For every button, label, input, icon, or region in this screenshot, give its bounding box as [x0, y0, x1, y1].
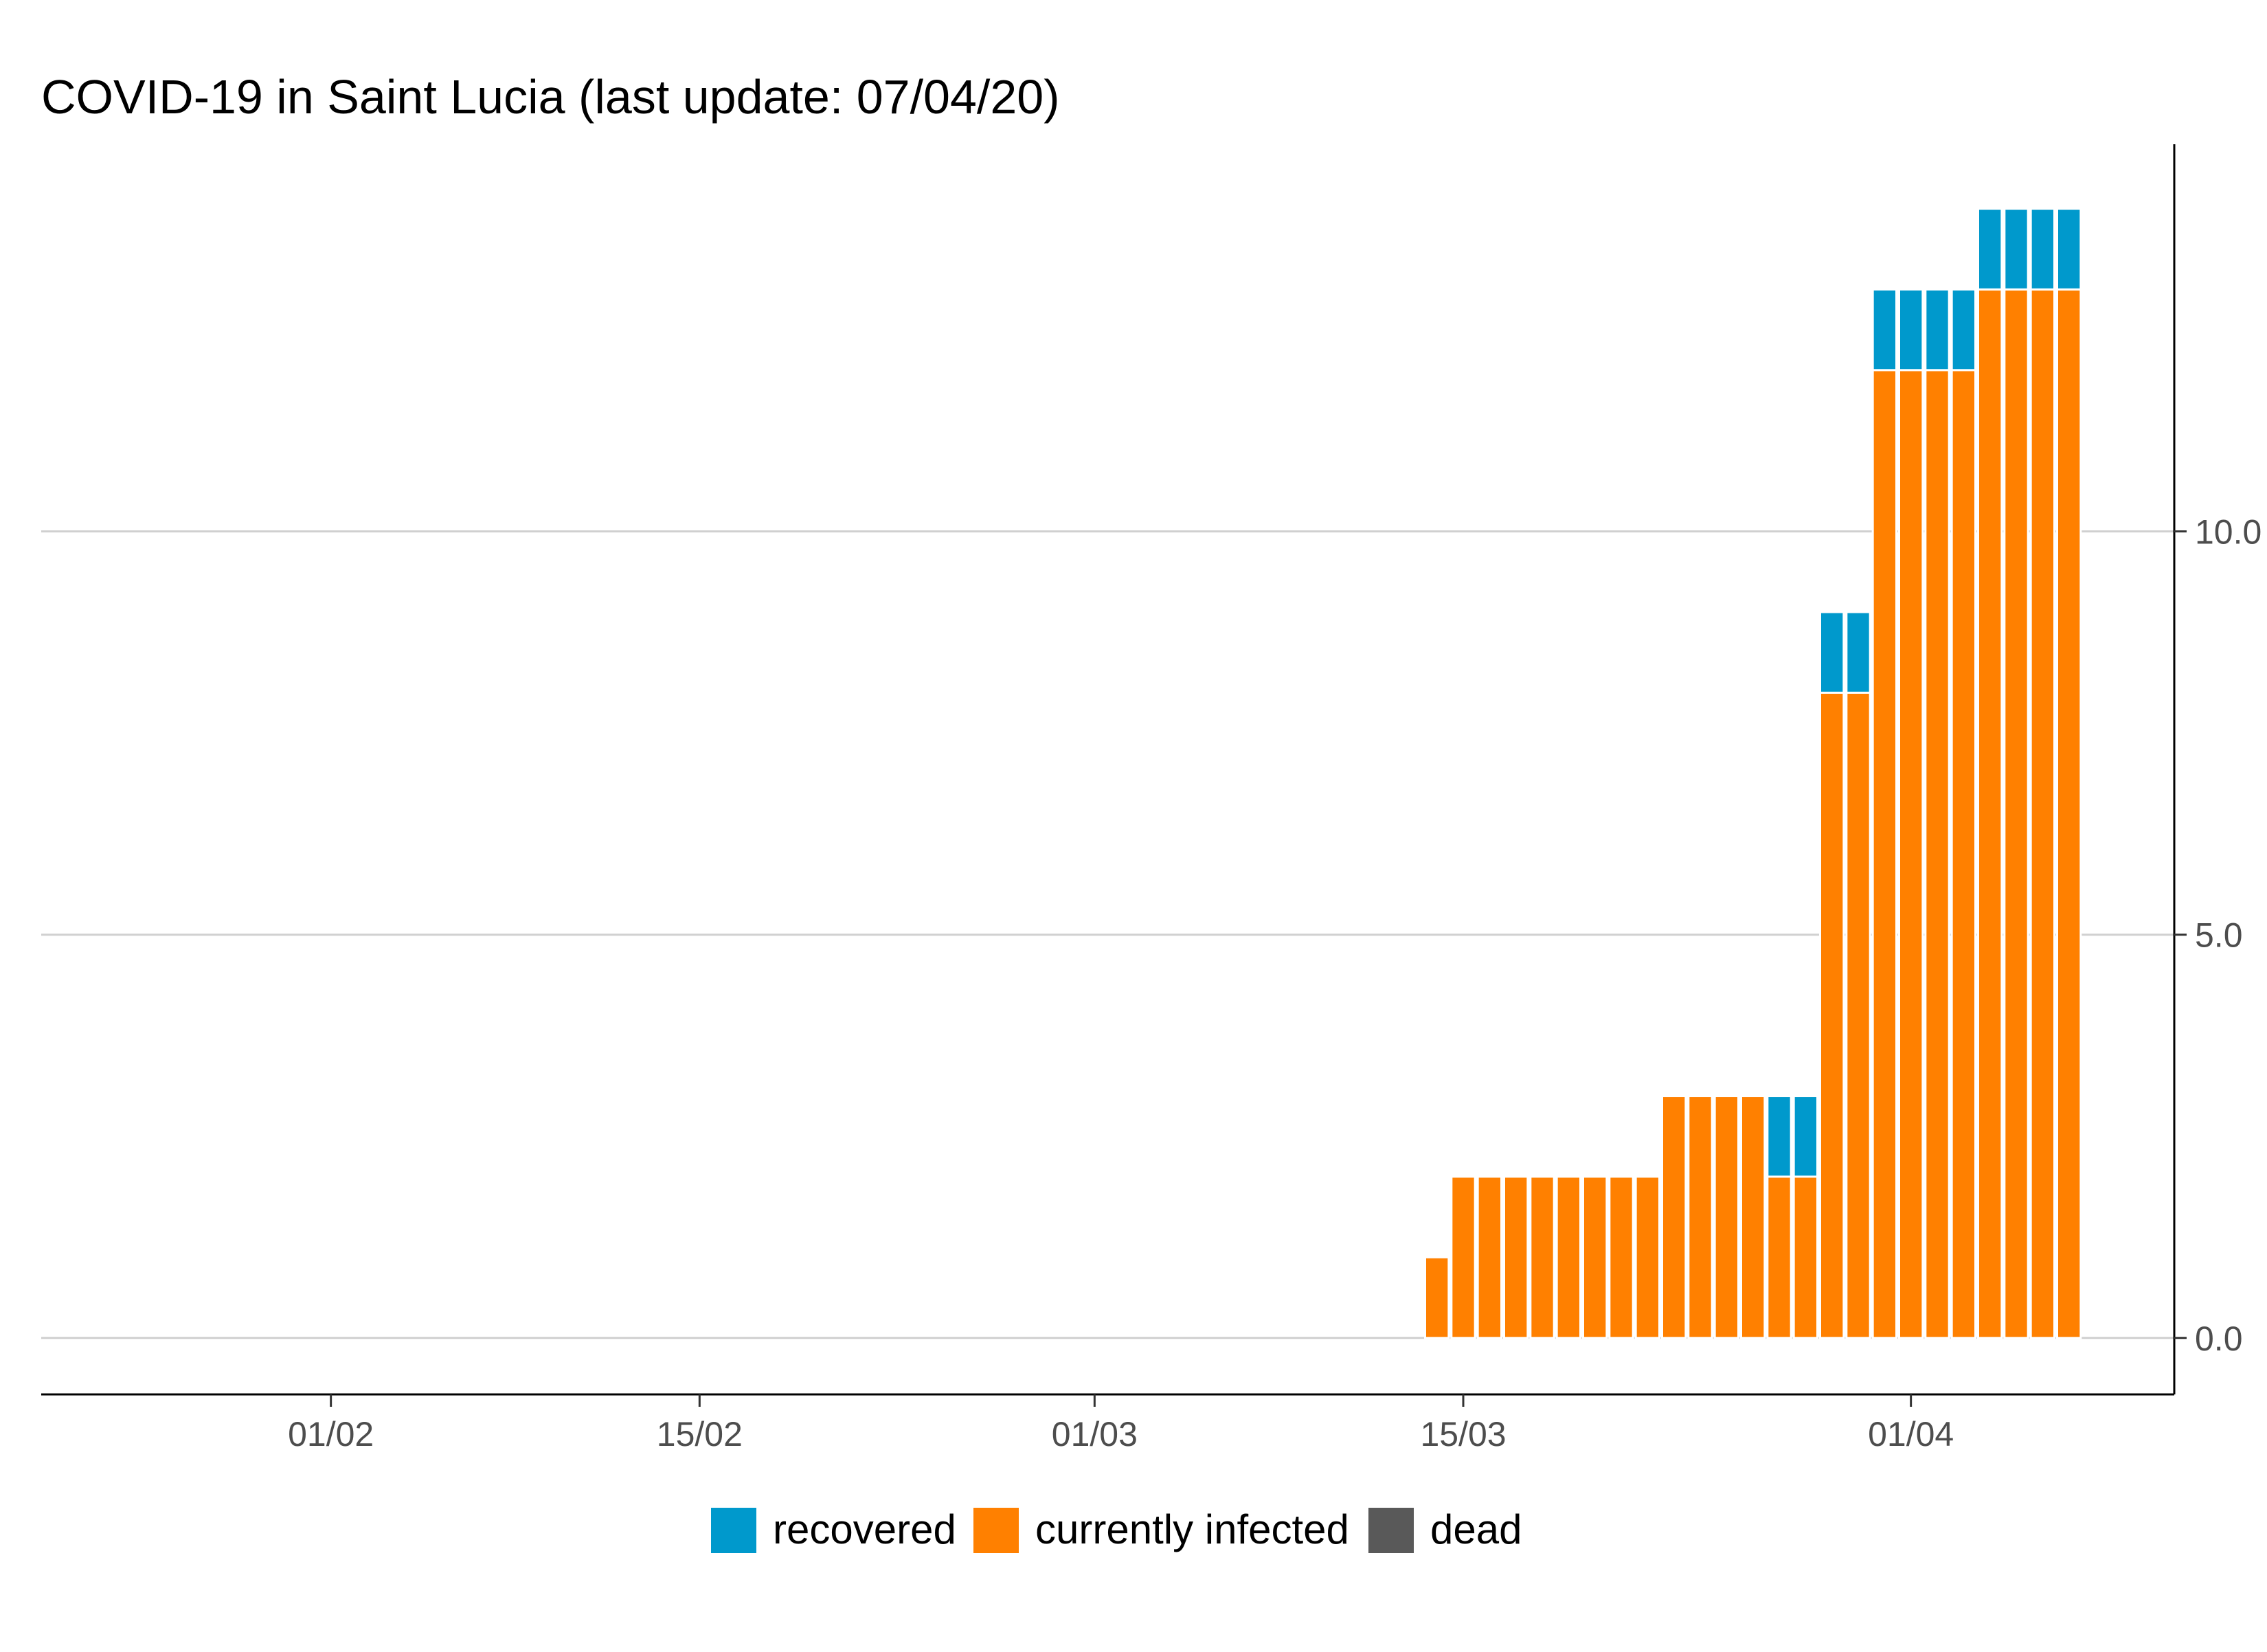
bar-recovered — [1845, 611, 1871, 694]
bar-recovered — [1898, 288, 1924, 372]
bar-currently-infected — [1898, 369, 1924, 1339]
bar-currently-infected — [1713, 1095, 1740, 1339]
y-tick-label: 0.0 — [2195, 1320, 2243, 1358]
x-tick-label: 01/04 — [1868, 1415, 1954, 1453]
x-tick-label: 01/02 — [288, 1415, 374, 1453]
gridlines — [41, 530, 2174, 1339]
bar-recovered — [1950, 288, 1977, 372]
bar-currently-infected — [1555, 1175, 1582, 1339]
bar-recovered — [2003, 207, 2029, 291]
bar-recovered — [1819, 611, 1845, 694]
legend: recovered currently infected dead — [711, 1506, 1522, 1553]
bar-currently-infected — [1819, 691, 1845, 1339]
bar-currently-infected — [1792, 1175, 1819, 1339]
bar-currently-infected — [1924, 369, 1950, 1339]
legend-swatch-currently-infected — [973, 1508, 1019, 1553]
bar-recovered — [2029, 207, 2056, 291]
bar-currently-infected — [1740, 1095, 1766, 1339]
bar-currently-infected — [1661, 1095, 1687, 1339]
bars — [1424, 207, 2082, 1339]
bar-currently-infected — [1634, 1175, 1661, 1339]
x-tick-label: 01/03 — [1052, 1415, 1138, 1453]
bar-currently-infected — [1977, 288, 2003, 1339]
bar-recovered — [1766, 1095, 1792, 1178]
bar-currently-infected — [1950, 369, 1977, 1339]
bar-recovered — [1924, 288, 1950, 372]
bar-currently-infected — [1582, 1175, 1608, 1339]
chart-title: COVID-19 in Saint Lucia (last update: 07… — [41, 70, 1060, 124]
bar-recovered — [2056, 207, 2082, 291]
legend-swatch-dead — [1368, 1508, 1414, 1553]
bar-currently-infected — [1608, 1175, 1634, 1339]
bar-recovered — [1977, 207, 2003, 291]
bar-currently-infected — [1687, 1095, 1713, 1339]
x-tick-label: 15/03 — [1420, 1415, 1506, 1453]
bar-currently-infected — [1529, 1175, 1555, 1339]
x-tick-label: 15/02 — [657, 1415, 743, 1453]
bar-recovered — [1871, 288, 1898, 372]
y-tick-label: 10.0 — [2195, 513, 2262, 552]
bar-currently-infected — [1424, 1256, 1450, 1339]
bar-currently-infected — [1476, 1175, 1503, 1339]
bar-currently-infected — [1871, 369, 1898, 1339]
legend-label: recovered — [773, 1506, 956, 1552]
legend-label: currently infected — [1035, 1506, 1349, 1552]
y-tick-label: 5.0 — [2195, 916, 2243, 955]
bar-currently-infected — [2029, 288, 2056, 1339]
bar-recovered — [1792, 1095, 1819, 1178]
bar-currently-infected — [2003, 288, 2029, 1339]
bar-currently-infected — [1845, 691, 1871, 1339]
bar-currently-infected — [1766, 1175, 1792, 1339]
legend-label: dead — [1430, 1506, 1522, 1552]
bar-currently-infected — [2056, 288, 2082, 1339]
axes: 01/02 15/02 01/03 15/03 01/04 0.0 5.0 10.0 — [41, 144, 2262, 1453]
legend-swatch-recovered — [711, 1508, 756, 1553]
bar-currently-infected — [1450, 1175, 1476, 1339]
bar-currently-infected — [1503, 1175, 1529, 1339]
